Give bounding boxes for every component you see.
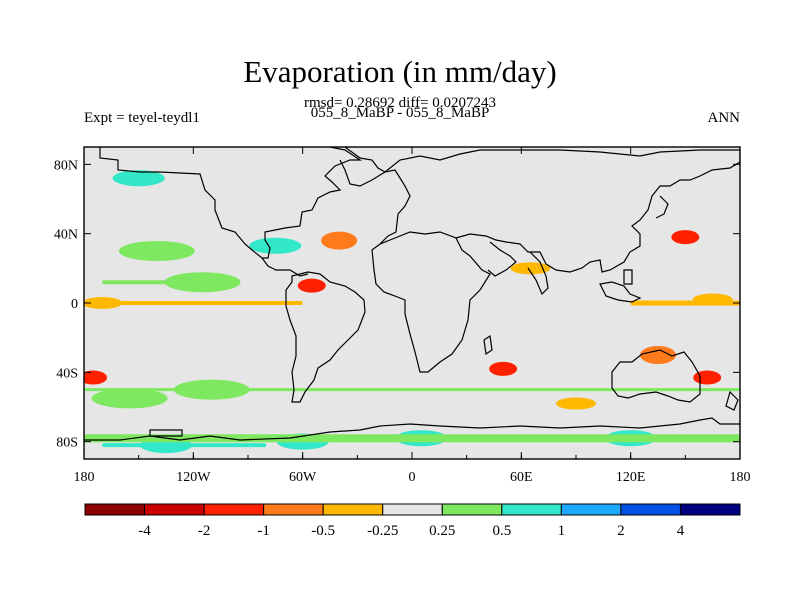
contour-fields [84,170,740,454]
anomaly-patch [671,230,700,245]
colorbar-label: 0.5 [492,523,511,539]
x-tick-label: 120W [176,470,211,485]
coastline-europe [379,169,411,245]
coastline-north-america [99,147,362,259]
anomaly-band [102,280,212,285]
chart-title: Evaporation (in mm/day) [243,54,557,89]
y-axis: 80N 40N 0 40S 80S [54,158,740,451]
coastline-new-zealand [725,390,739,411]
anomaly-patch [489,361,518,376]
anomaly-patch [84,370,108,385]
anomaly-band [84,388,740,392]
coastline-madagascar [483,334,493,356]
colorbar-label: -1 [257,523,270,539]
chart-subtitle-case: 055_8_MaBP - 055_8_MaBP [310,105,490,121]
colorbar-label: 2 [617,523,625,539]
colorbar-label: 0.25 [429,523,455,539]
anomaly-band [630,300,740,306]
colorbar-swatch [263,503,324,516]
anomaly-patch [321,231,358,250]
anomaly-band [84,301,303,305]
map-panel: 180 120W 60W 0 60E 120E 180 80N 40N 0 40S 80S [54,146,751,485]
x-tick-label: 60W [289,470,317,485]
anomaly-patch [249,237,302,254]
anomaly-patch [640,346,676,364]
colorbar: -4 -2 -1 -0.5 -0.25 0.25 0.5 1 2 4 [84,503,741,539]
coastline-ross-shelf [149,429,183,437]
colorbar-swatch [382,503,443,516]
y-tick-label: 0 [71,297,78,312]
x-tick-label: 0 [409,470,416,485]
colorbar-swatch [203,503,265,516]
anomaly-patch [510,262,551,275]
coastline-africa [371,231,491,373]
anomaly-patch [91,388,168,409]
x-tick-label: 60E [510,470,533,485]
colorbar-label: -2 [198,523,211,539]
colorbar-label: 1 [558,523,566,539]
y-tick-label: 40S [56,366,78,381]
coastline-japan [655,195,669,219]
colorbar-swatch [560,503,622,516]
colorbar-swatch [144,503,205,516]
y-tick-label: 40N [54,228,78,243]
anomaly-patch [112,170,165,187]
x-tick-label: 180 [730,470,751,485]
coastline-australia [611,349,701,403]
chart-subtitle-stats: rmsd= 0.28692 diff= 0.0207243 [303,95,497,111]
colorbar-swatch [501,503,562,516]
coastline-eurasia-north [384,149,740,173]
colorbar-swatch [679,503,741,516]
coastline-central-america [261,257,309,277]
y-tick-label: 80N [54,158,78,173]
colorbar-label: 4 [677,523,685,539]
coastline-greenland [339,147,387,187]
colorbar-label: -4 [138,523,151,539]
season-label: ANN [707,110,741,126]
colorbar-label: -0.25 [367,523,398,539]
coastline-india [527,251,549,296]
colorbar-swatch [84,503,146,516]
y-tick-label: 80S [56,436,78,451]
experiment-label: Expt = teyel-teydl1 [84,110,200,126]
x-axis: 180 120W 60W 0 60E 120E 180 [74,147,751,485]
colorbar-swatch [322,503,384,516]
anomaly-patch [118,241,195,261]
colorbar-swatch [441,503,503,516]
anomaly-patch [556,397,596,410]
coastlines [84,147,740,441]
coastline-indonesia [599,281,642,303]
x-tick-label: 120E [616,470,646,485]
coastline-philippines [623,269,633,285]
colorbar-label: -0.5 [311,523,335,539]
coastline-arabia [487,241,517,277]
coastline-antarctica [84,417,740,441]
coastline-asia-east [455,152,740,273]
colorbar-swatch [620,503,681,516]
coastline-south-america [285,271,366,403]
anomaly-patch [297,278,326,293]
anomaly-band [102,443,267,448]
x-tick-label: 180 [74,470,95,485]
